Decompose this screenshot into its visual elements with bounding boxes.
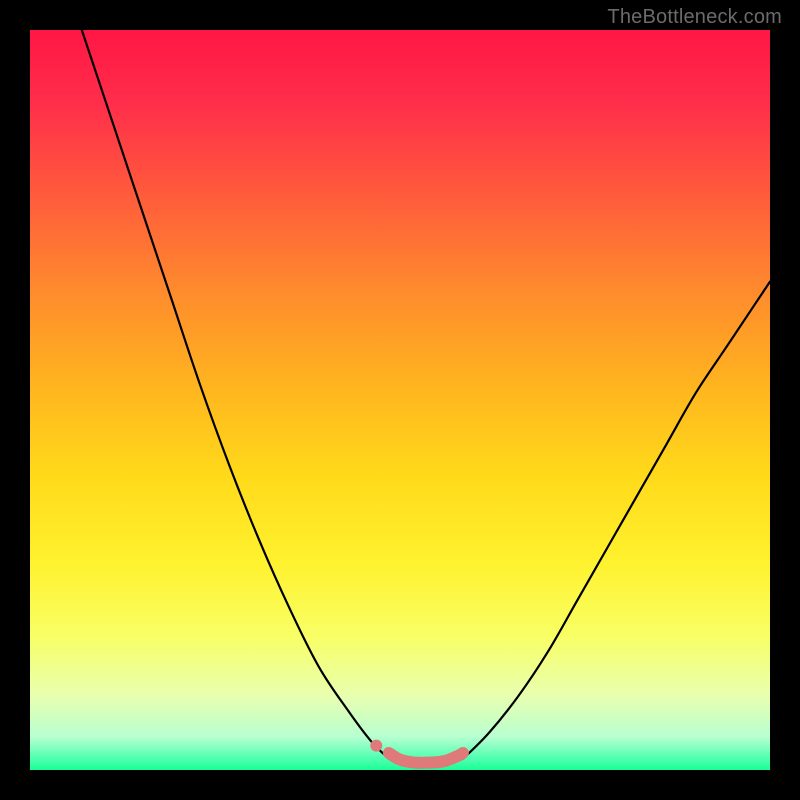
chart-frame: TheBottleneck.com <box>0 0 800 800</box>
optimal-zone-dot <box>370 740 382 752</box>
plot-background <box>30 30 770 770</box>
bottleneck-chart <box>0 0 800 800</box>
watermark-text: TheBottleneck.com <box>607 6 782 29</box>
